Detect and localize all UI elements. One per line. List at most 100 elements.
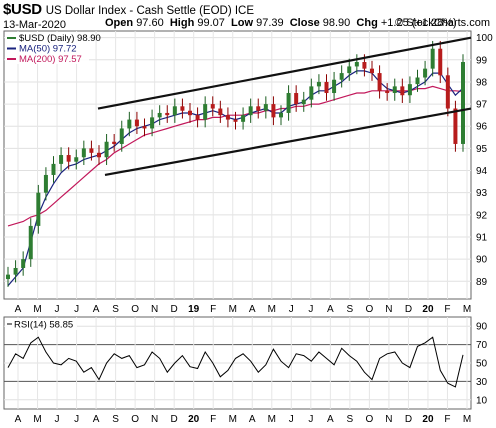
rsi-x-tick-label: O [131,414,139,425]
price-x-tick-label: N [385,304,392,315]
price-candle [21,259,26,268]
trend-channel-lower [104,107,472,177]
price-legend-entry: $USD (Daily) 98.90 [19,33,101,44]
price-x-tick-label: J [308,304,313,315]
rsi-x-tick-label: F [210,414,216,425]
rsi-x-tick-label: A [93,414,100,425]
rsi-x-tick-label: M [463,414,471,425]
rsi-y-tick-label: 50 [476,359,488,370]
price-candle [461,62,465,144]
price-candle [324,81,329,94]
price-candle [445,75,450,109]
price-candle [294,93,299,105]
price-x-tick-label: F [210,304,216,315]
price-x-tick-label: M [463,304,471,315]
price-candle [453,108,458,144]
price-candle [97,152,101,158]
price-candle [127,119,132,129]
rsi-line [7,336,464,388]
price-candle [392,86,397,94]
rsi-x-axis: A M J J A S O N D 20 F M A M J J A S O N D 20 F M [15,414,472,425]
price-panel-frame [3,30,472,300]
rsi-x-tick-label: A [249,414,256,425]
price-y-tick-label: 99 [476,55,488,66]
price-candle [13,267,18,275]
rsi-x-tick-label: A [327,414,334,425]
close-value: 98.90 [322,17,351,29]
price-y-tick-label: 92 [476,210,488,221]
rsi-x-tick-label: 20 [188,414,200,425]
price-candle [210,104,215,109]
price-y-tick-label: 95 [476,144,488,155]
price-candle [279,112,283,118]
price-candle [81,148,86,158]
price-candle [407,84,412,96]
price-candle [218,108,223,116]
rsi-x-tick-label: N [151,414,158,425]
price-candle [74,157,79,162]
price-x-tick-label: D [405,304,412,315]
price-candle [385,90,390,94]
chart-instrument-name: US Dollar Index - Cash Settle (EOD) ICE [45,5,255,17]
price-candle [301,99,306,105]
price-candle [134,119,139,127]
price-candle [225,115,230,120]
price-legend-entry: MA(200) 97.57 [19,54,82,65]
price-x-tick-label: A [327,304,334,315]
price-x-tick-label: J [55,304,60,315]
price-candle [66,155,71,162]
price-y-tick-label: 100 [476,33,493,44]
price-x-tick-label: A [15,304,22,315]
price-candle [263,104,268,111]
trend-channel [97,36,472,177]
price-candle [157,112,162,118]
price-series [6,40,465,287]
price-x-tick-label: S [347,304,354,315]
price-candle [286,93,291,113]
rsi-x-tick-label: M [33,414,41,425]
price-x-tick-label: N [151,304,158,315]
price-candle [316,81,321,87]
price-candle [142,126,147,129]
rsi-x-tick-label: F [444,414,450,425]
change-value: +1.25 (+1.28%) [380,17,457,29]
price-candle [423,68,428,78]
chart-date: 13-Mar-2020 [3,19,66,31]
low-value: 97.39 [256,17,284,29]
price-candle [362,62,367,69]
rsi-x-tick-label: S [347,414,354,425]
rsi-x-tick-label: S [112,414,119,425]
price-gridlines [4,31,471,299]
price-candle [400,86,405,96]
price-candle [43,174,48,193]
price-x-tick-label: D [171,304,178,315]
rsi-y-tick-label: 70 [476,340,488,351]
rsi-x-tick-label: N [385,414,392,425]
price-x-tick-label: O [131,304,139,315]
price-y-tick-label: 91 [476,232,488,243]
price-candle [28,225,33,260]
price-candle [332,79,337,94]
price-candle [59,155,64,164]
price-candle [271,104,276,118]
price-y-tick-label: 89 [476,277,488,288]
rsi-series [7,336,464,388]
price-candle [6,274,10,280]
rsi-legend-entry: RSI(14) 58.85 [14,320,73,331]
price-x-tick-label: F [444,304,450,315]
price-legend-entry: MA(50) 97.72 [19,44,77,55]
price-x-tick-label: 19 [188,304,200,315]
price-candle [203,104,208,120]
rsi-legend: RSI(14) 58.85 [5,318,77,331]
price-x-axis: A M J J A S O N D 19 F M A M J J A S O N D 20 F M [15,304,472,315]
price-candle [36,192,41,226]
price-y-axis: 89 90 91 92 93 94 95 96 97 98 99 100 [476,33,493,288]
price-x-tick-label: M [33,304,41,315]
rsi-x-tick-label: J [55,414,60,425]
rsi-x-tick-label: A [15,414,22,425]
open-value: 97.60 [136,17,164,29]
rsi-x-tick-label: J [308,414,313,425]
price-y-tick-label: 93 [476,188,488,199]
rsi-y-tick-label: 30 [476,377,488,388]
